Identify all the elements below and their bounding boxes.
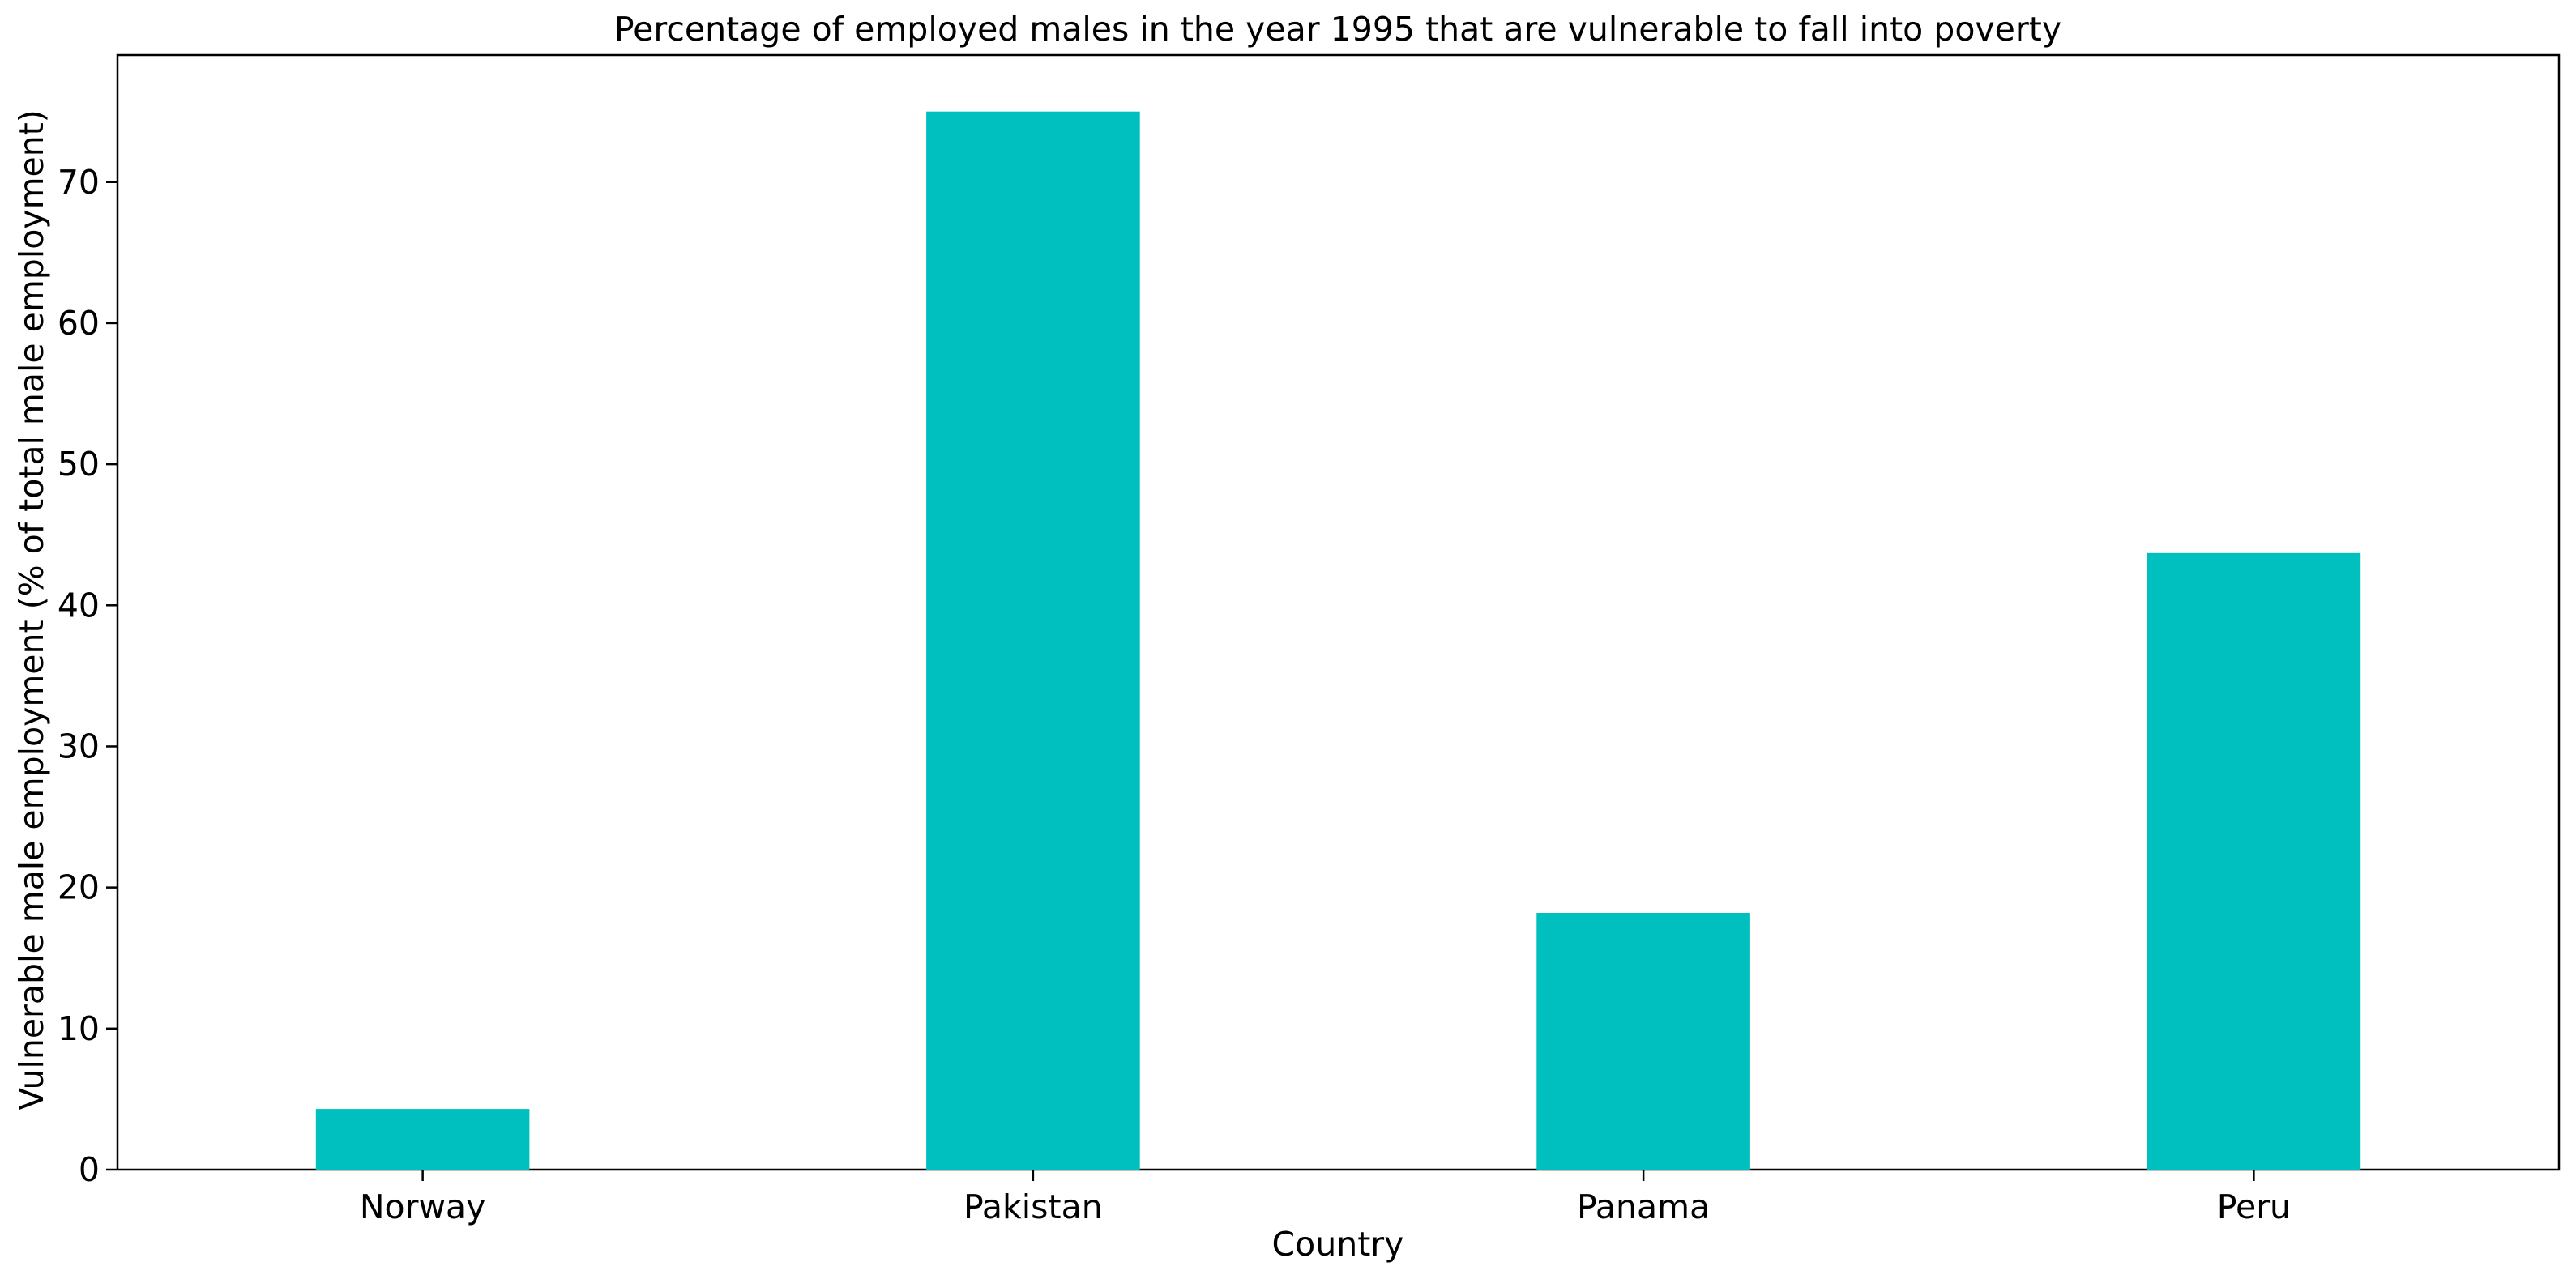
y-tick-label: 20 [58,868,100,907]
chart-title: Percentage of employed males in the year… [614,10,2061,49]
plot-area [116,53,2561,1171]
x-tick-label: Peru [2217,1187,2291,1226]
y-tick-label: 10 [58,1009,100,1048]
y-tick-label: 70 [58,163,100,202]
y-tick-label: 40 [58,586,100,625]
y-tick-label: 30 [58,727,100,765]
bars [315,111,2361,1170]
x-tick-label: Panama [1577,1187,1710,1226]
x-tick-label: Norway [360,1187,486,1226]
bar-norway [315,1109,530,1170]
y-tick-label: 0 [79,1150,100,1189]
y-axis: 0 10 20 30 40 50 60 70 [58,163,117,1189]
x-tick-label: Pakistan [963,1187,1103,1226]
plot-frame [116,53,2561,1171]
x-axis: Norway Pakistan Panama Peru [360,1170,2291,1226]
bar-peru [2147,552,2361,1170]
bar-panama [1536,913,1750,1170]
y-tick-label: 60 [58,304,100,343]
y-axis-label: Vulnerable male employment (% of total m… [12,109,51,1111]
x-axis-label: Country [1272,1225,1404,1264]
bar-pakistan [926,111,1140,1170]
y-tick-label: 50 [58,445,100,484]
